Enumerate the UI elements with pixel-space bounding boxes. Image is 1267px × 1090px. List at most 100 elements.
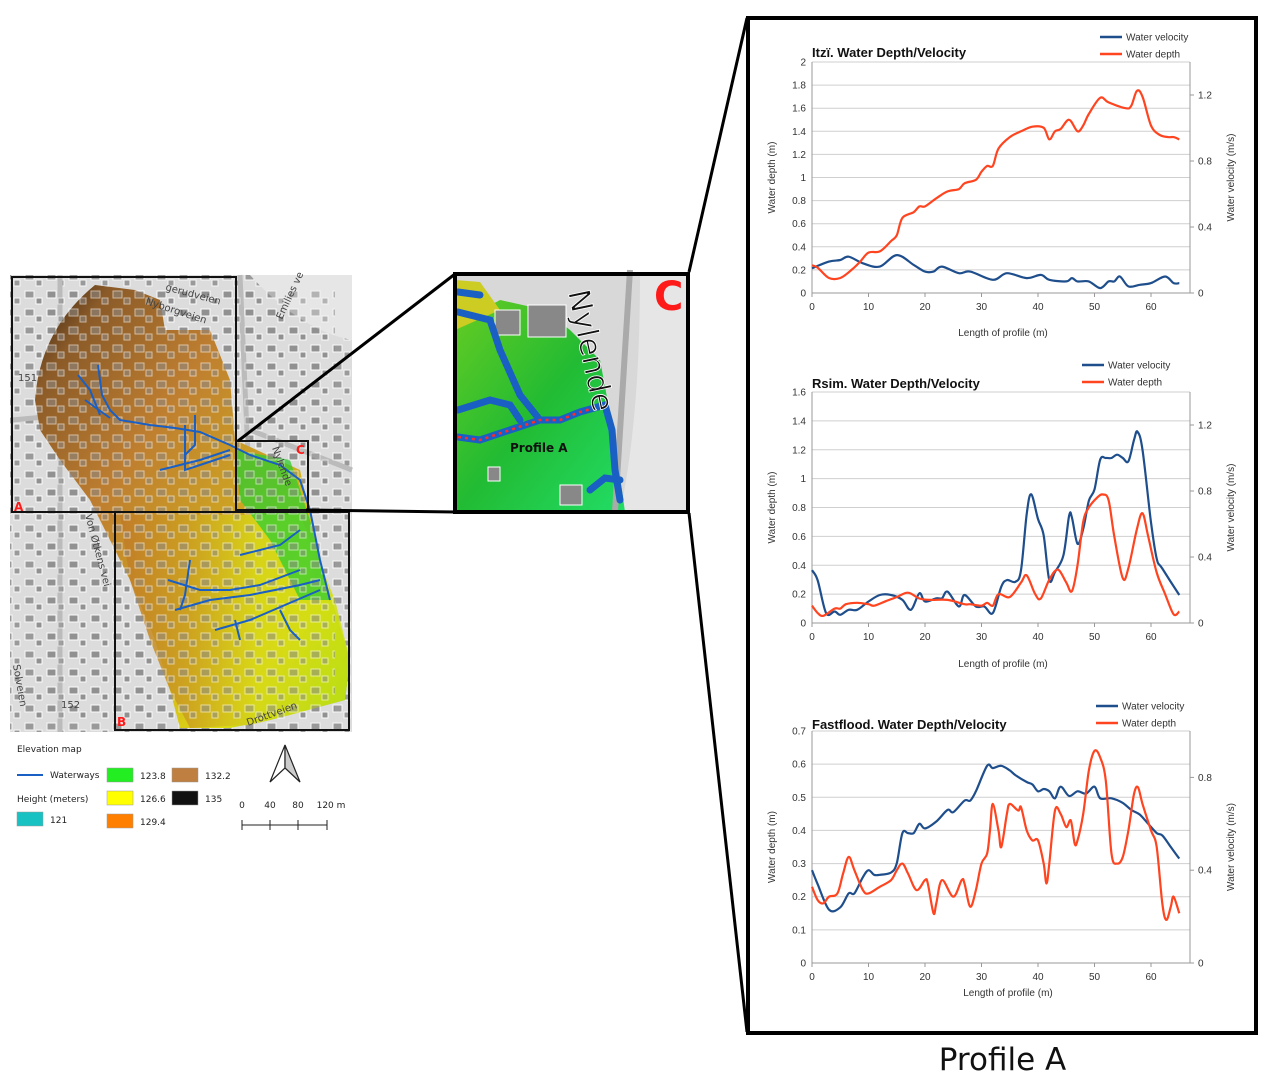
y-tick-label: 0.8 (792, 503, 806, 514)
x-tick-label: 30 (976, 632, 988, 643)
y-tick-label: 2 (800, 58, 806, 69)
y-tick-label: 1.4 (792, 127, 806, 138)
x-tick-label: 40 (1032, 302, 1044, 313)
inset-waterways (454, 288, 624, 504)
y-tick-label: 0.4 (792, 242, 806, 253)
elevation-map: A B C gerudveien Nyborgveien Emilies ve … (10, 270, 353, 732)
inset-building (487, 466, 501, 482)
profile-a-line (457, 403, 606, 442)
y2-tick-label: 0.4 (1198, 553, 1212, 564)
y2-tick-label: 0.8 (1198, 487, 1212, 498)
road-marker-151: 151 (18, 373, 37, 384)
y-axis-label: Water depth (m) (767, 472, 778, 544)
y-tick-label: 0.6 (792, 532, 806, 543)
series-line-water-depth (811, 493, 1180, 618)
y2-tick-label: 0 (1198, 959, 1204, 970)
y-tick-label: 0.2 (792, 265, 806, 276)
legend-waterways-label: Waterways (50, 771, 100, 781)
legend-swatch (106, 790, 134, 806)
scale-tick-label: 0 (239, 801, 245, 811)
y2-tick-label: 0 (1198, 289, 1204, 300)
inset-building (527, 304, 567, 338)
inset-zone-c: Nylende C Profile A (453, 269, 690, 514)
chart-2: 0 0.2 0.4 0.6 0.8 1 1.2 1.4 1.6 0 0.4 0.8 1.2 0 10 20 30… (767, 361, 1237, 671)
inset-elevation (455, 300, 625, 512)
x-tick-label: 60 (1145, 632, 1157, 643)
x-axis-label: Length of profile (m) (963, 988, 1053, 999)
y2-tick-label: 1.2 (1198, 421, 1212, 432)
y-tick-label: 1.6 (792, 388, 806, 399)
y-axis-label: Water depth (m) (767, 142, 778, 214)
zone-c-box (235, 440, 309, 511)
y-tick-label: 0.6 (792, 219, 806, 230)
map-legend: Elevation map Waterways Height (meters) … (16, 744, 345, 830)
x-tick-label: 50 (1089, 632, 1101, 643)
legend-swatch (106, 813, 134, 829)
scale-tick-label: 80 (292, 801, 304, 811)
scale-tick-label: 40 (264, 801, 276, 811)
x-tick-label: 40 (1032, 972, 1044, 983)
y2-tick-label: 0.4 (1198, 866, 1212, 877)
y-tick-label: 1.2 (792, 150, 806, 161)
y-tick-label: 0.8 (792, 196, 806, 207)
x-tick-label: 0 (809, 302, 815, 313)
chart-3: 0 0.1 0.2 0.3 0.4 0.5 0.6 0.7 0 0.4 0.8 0 10 20 30 40 50… (767, 702, 1237, 1000)
series-line-water-depth (811, 89, 1180, 281)
legend-class-label: 129.4 (140, 818, 166, 828)
x-tick-label: 10 (863, 632, 875, 643)
zone-a-label: A (14, 500, 24, 514)
chart-title: Rsim. Water Depth/Velocity (812, 376, 981, 391)
series-line-water-depth (810, 749, 1181, 922)
y-tick-label: 1.2 (792, 445, 806, 456)
y-tick-label: 1 (800, 173, 806, 184)
scale-tick-label: 120 m (317, 801, 346, 811)
y-tick-label: 0.4 (792, 561, 806, 572)
x-tick-label: 20 (919, 302, 931, 313)
x-tick-label: 20 (919, 972, 931, 983)
y2-tick-label: 0.4 (1198, 223, 1212, 234)
x-tick-label: 50 (1089, 972, 1101, 983)
x-tick-label: 60 (1145, 972, 1157, 983)
x-tick-label: 20 (919, 632, 931, 643)
legend-title: Elevation map (17, 745, 82, 755)
y-tick-label: 1.6 (792, 104, 806, 115)
chart-title: Itzï. Water Depth/Velocity (812, 45, 967, 60)
y-tick-label: 1 (800, 474, 806, 485)
legend-swatch (16, 811, 44, 827)
legend-class-label: 126.6 (140, 795, 166, 805)
inset-open-area (620, 274, 688, 512)
chart-panel-frame (746, 16, 1258, 1035)
series-line-water-velocity (811, 254, 1180, 290)
road-marker-152: 152 (61, 700, 80, 711)
series-line-water-velocity (810, 763, 1181, 913)
inset-frame (453, 272, 690, 514)
series-line-water-velocity (811, 430, 1181, 617)
x-tick-label: 0 (809, 972, 815, 983)
legend-entry: Water velocity (1108, 361, 1170, 372)
x-tick-label: 10 (863, 302, 875, 313)
legend-entry: Water velocity (1126, 33, 1188, 44)
y-tick-label: 0.6 (792, 760, 806, 771)
x-axis-label: Length of profile (m) (958, 328, 1048, 339)
legend-class-label: 123.8 (140, 772, 166, 782)
zone-c-label: C (296, 443, 305, 457)
x-axis-label: Length of profile (m) (958, 659, 1048, 670)
legend-class-label: 121 (50, 816, 67, 826)
x-tick-label: 10 (863, 972, 875, 983)
y2-tick-label: 1.2 (1198, 91, 1212, 102)
y2-tick-label: 0.8 (1198, 157, 1212, 168)
y2-axis-label: Water velocity (m/s) (1226, 803, 1237, 891)
legend-entry: Water depth (1122, 719, 1176, 730)
north-arrow-icon (269, 744, 301, 783)
y-tick-label: 0.3 (792, 859, 806, 870)
y-axis-label: Water depth (m) (767, 811, 778, 883)
legend-class-label: 135 (205, 795, 222, 805)
legend-entry: Water velocity (1122, 702, 1184, 713)
legend-height-classes: 121 123.8 126.6 129.4 132.2 135 (16, 767, 231, 829)
x-tick-label: 30 (976, 972, 988, 983)
x-tick-label: 60 (1145, 302, 1157, 313)
scale-bar: 0 40 80 120 m (239, 801, 345, 830)
